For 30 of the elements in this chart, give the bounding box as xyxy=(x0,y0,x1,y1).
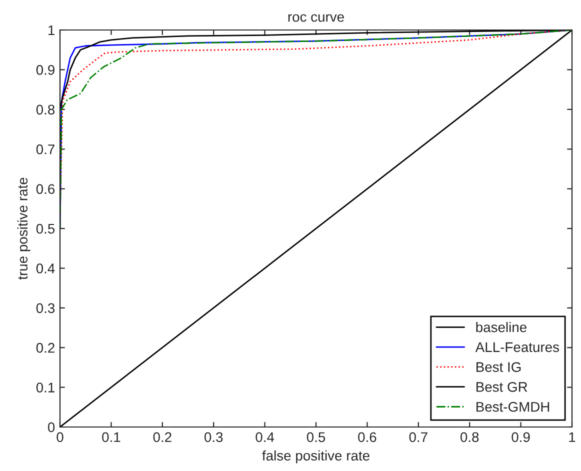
x-tick-label: 0.7 xyxy=(409,432,428,442)
legend-label: baseline xyxy=(476,322,526,332)
x-axis-title: false positive rate xyxy=(262,450,370,464)
y-tick-label: 0.4 xyxy=(36,264,55,274)
y-tick-label: 0.9 xyxy=(36,65,54,75)
x-tick-label: 0.3 xyxy=(204,432,223,442)
y-tick-label: 0.8 xyxy=(36,104,55,115)
y-tick-label: 0.7 xyxy=(36,144,54,154)
legend-label: ALL-Features xyxy=(475,342,560,352)
y-axis-title: true positive rate xyxy=(17,178,30,280)
y-tick-label: 0.1 xyxy=(36,382,54,392)
x-tick-label: 0.1 xyxy=(102,432,120,442)
x-tick-label: 0.5 xyxy=(306,432,326,442)
x-tick-label: 1 xyxy=(569,432,576,442)
y-tick-label: 0.2 xyxy=(36,342,54,353)
y-tick-label: 0.3 xyxy=(36,303,55,314)
x-tick-label: 0 xyxy=(56,432,64,442)
legend-label: Best IG xyxy=(476,362,521,372)
x-tick-label: 0.2 xyxy=(153,432,172,442)
legend-label: Best GR xyxy=(476,382,528,392)
legend-label: Best-GMDH xyxy=(476,402,550,412)
y-tick-label: 1 xyxy=(48,25,54,36)
x-tick-label: 0.9 xyxy=(512,432,530,442)
chart-title: roc curve xyxy=(288,14,344,22)
x-tick-label: 0.4 xyxy=(256,432,274,442)
x-tick-label: 0.6 xyxy=(358,432,376,442)
x-tick-label: 0.8 xyxy=(460,432,479,442)
y-tick-label: 0.5 xyxy=(36,224,55,234)
y-tick-label: 0 xyxy=(48,422,55,432)
y-tick-label: 0.6 xyxy=(36,184,55,194)
